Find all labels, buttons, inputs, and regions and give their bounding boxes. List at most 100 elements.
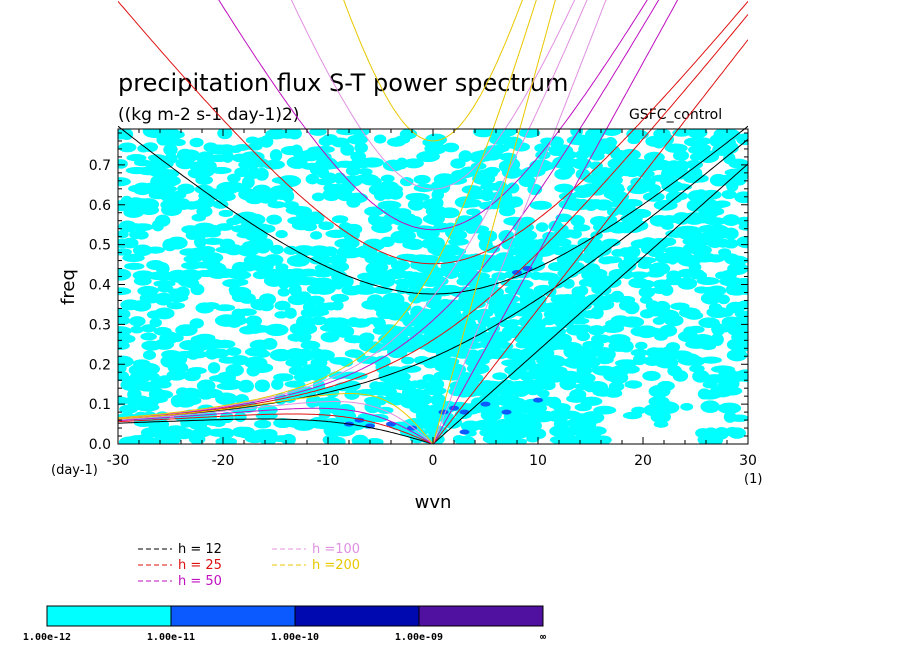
- contour-patch-low: [400, 177, 414, 186]
- legend-entry: h = 12: [178, 542, 222, 557]
- contour-patch-low: [701, 400, 720, 413]
- contour-patch-low: [154, 327, 172, 336]
- contour-patch-low: [177, 184, 195, 195]
- legend-entry: h =200: [312, 558, 360, 573]
- contour-patch-low: [243, 214, 265, 226]
- contour-patch-low: [553, 224, 569, 233]
- contour-patch-low: [121, 335, 135, 343]
- contour-patch-low: [261, 225, 276, 233]
- contour-patch-low: [318, 397, 340, 408]
- contour-patch-low: [724, 239, 739, 249]
- contour-patch-low: [114, 248, 132, 255]
- contour-patch-low: [122, 238, 139, 249]
- contour-patch-low: [700, 357, 722, 364]
- chart-title: precipitation flux S-T power spectrum: [118, 69, 568, 97]
- contour-patch-low: [628, 130, 649, 140]
- contour-patch-low: [701, 190, 721, 200]
- contour-patch-low: [154, 308, 175, 320]
- spectrum-figure: precipitation flux S-T power spectrum ((…: [0, 0, 904, 654]
- contour-patch-low: [137, 198, 159, 211]
- contour-patch-low: [266, 215, 282, 225]
- contour-patch-low: [234, 412, 246, 423]
- contour-patch-low: [156, 262, 170, 275]
- contour-patch-low: [657, 381, 675, 391]
- contour-patch-low: [630, 271, 649, 278]
- colorbar-level-label: ∞: [540, 632, 546, 643]
- contour-patch-low: [255, 168, 269, 181]
- contour-patch-low: [167, 237, 188, 250]
- contour-patch-low: [654, 301, 670, 313]
- contour-patch-low: [232, 279, 248, 286]
- x-tick-label: -10: [317, 453, 340, 469]
- contour-patch-low: [644, 152, 665, 163]
- contour-patch-low: [367, 294, 383, 306]
- contour-patch-low: [734, 191, 753, 203]
- x-axis-label: wvn: [415, 492, 452, 513]
- contour-patch-low: [237, 427, 256, 439]
- contour-patch-low: [331, 137, 350, 147]
- experiment-label: GSFC_control: [629, 107, 722, 123]
- contour-patch-low: [274, 301, 290, 311]
- contour-patch-low: [680, 403, 693, 411]
- contour-patch-low: [255, 350, 270, 358]
- contour-patch-low: [314, 350, 335, 361]
- contour-patch-low: [393, 372, 411, 381]
- contour-patch-low: [314, 278, 334, 290]
- contour-patch-low: [694, 137, 711, 144]
- contour-patch-low: [635, 342, 647, 350]
- contour-patch-low: [619, 296, 635, 304]
- contour-patch-low: [461, 373, 483, 383]
- contour-patch-low: [593, 406, 616, 415]
- x-tick-label: 20: [634, 453, 652, 469]
- contour-patch-low: [605, 137, 617, 148]
- colorbar-segment: [47, 606, 171, 626]
- contour-patch-low: [124, 263, 144, 270]
- contour-patch-low: [562, 279, 574, 289]
- contour-patch-low: [607, 334, 630, 345]
- contour-patch-low: [698, 317, 719, 328]
- contour-patch-low: [264, 254, 284, 266]
- contour-patch-low: [366, 438, 384, 446]
- contour-patch-low: [556, 238, 572, 246]
- contour-patch-low: [126, 154, 146, 161]
- contour-patch-low: [134, 231, 149, 240]
- contour-patch-low: [620, 316, 644, 327]
- x-tick-label: 0: [429, 453, 438, 469]
- contour-patch-low: [485, 167, 501, 174]
- contour-patch-low: [377, 201, 401, 210]
- chart-subtitle: ((kg m-2 s-1 day-1)2): [118, 105, 299, 125]
- contour-patch-low: [530, 201, 552, 210]
- contour-patch-low: [111, 356, 134, 368]
- contour-patch-low: [718, 248, 731, 256]
- contour-patch-low: [711, 365, 735, 373]
- contour-patch-low: [695, 271, 707, 280]
- contour-patch-low: [535, 272, 558, 280]
- contour-patch-low: [332, 215, 348, 223]
- contour-patch-low: [576, 286, 589, 296]
- contour-patch-low: [730, 415, 750, 422]
- curve-legend: h = 12h = 25h = 50h =100h =200: [138, 542, 360, 589]
- contour-patch-low: [208, 362, 220, 373]
- contour-patch-low: [132, 223, 154, 231]
- contour-patch-low: [190, 138, 204, 148]
- contour-patch-low: [140, 333, 156, 341]
- y-axis-unit: (day-1): [51, 463, 98, 478]
- contour-patch-low: [143, 350, 156, 360]
- contour-patch-low: [381, 175, 395, 183]
- contour-patch-low: [259, 293, 276, 305]
- y-tick-label: 0.3: [89, 317, 111, 333]
- contour-patch-low: [382, 293, 404, 306]
- colorbar-segment: [295, 606, 419, 626]
- contour-patch-low: [146, 246, 165, 253]
- contour-patch-low: [589, 239, 602, 247]
- contour-patch-low: [422, 374, 435, 382]
- contour-patch-low: [252, 185, 271, 196]
- y-tick-label: 0.7: [89, 158, 111, 174]
- contour-patch-low: [450, 311, 463, 320]
- contour-patch-low: [648, 396, 669, 407]
- contour-patch-low: [133, 359, 151, 367]
- contour-patch-mid: [386, 422, 396, 427]
- contour-patch-low: [197, 380, 216, 393]
- contour-patch-low: [168, 130, 185, 138]
- contour-patch-low: [631, 349, 649, 357]
